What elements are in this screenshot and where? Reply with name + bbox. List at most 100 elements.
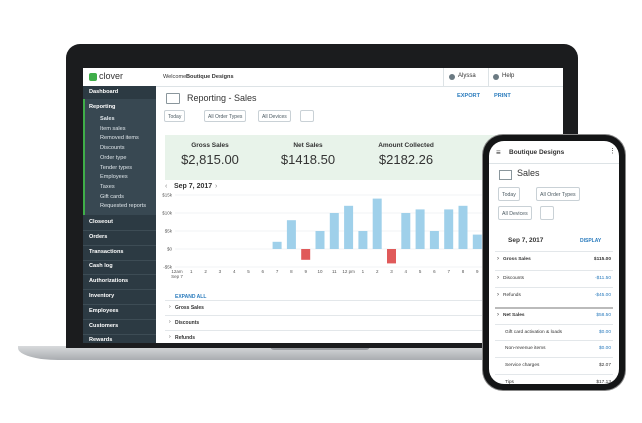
sidebar-item[interactable]: Orders: [89, 233, 108, 240]
sidebar-divider: [83, 289, 156, 291]
bar: [272, 241, 282, 249]
bar: [415, 209, 425, 249]
x-tick-label: 5: [419, 269, 422, 274]
sidebar-item[interactable]: Authorizations: [89, 278, 129, 285]
phone-row-label[interactable]: Refunds: [503, 293, 521, 298]
logo: clover: [99, 71, 124, 81]
sidebar-item[interactable]: Customers: [89, 322, 119, 329]
x-date-label: Sep 7: [171, 274, 183, 279]
sidebar-item[interactable]: Rewards: [89, 337, 113, 343]
phone-row-expand: ›: [497, 256, 499, 262]
row-label[interactable]: Gross Sales: [175, 305, 204, 311]
x-tick-label: 12am: [171, 269, 183, 274]
phone-row-divider: [495, 251, 613, 252]
phone-row-value: -$45.00: [594, 293, 611, 298]
y-tick-label: $0: [167, 247, 173, 252]
filter-button[interactable]: [300, 110, 314, 122]
phone-more[interactable]: ⋮: [609, 148, 616, 155]
sidebar-subitem[interactable]: Discounts: [100, 145, 125, 152]
business-name: Boutique Designs: [186, 74, 234, 80]
x-tick-label: 1: [190, 269, 193, 274]
phone-menu[interactable]: ≡: [496, 148, 501, 157]
sidebar-subitem[interactable]: Requested reports: [100, 203, 147, 210]
phone-filter-devices[interactable]: All Devices: [498, 206, 532, 220]
phone-row-divider: [495, 324, 613, 325]
row-label[interactable]: Refunds: [175, 335, 195, 341]
y-tick-label: -$5k: [163, 265, 173, 270]
phone-filter-order-types[interactable]: All Order Types: [536, 187, 580, 201]
export-button[interactable]: EXPORT: [457, 93, 481, 99]
filter-today[interactable]: Today: [164, 110, 186, 122]
date-prev[interactable]: ‹: [165, 183, 168, 190]
phone-row-divider: [495, 357, 613, 358]
date-next[interactable]: ›: [215, 183, 218, 190]
print-button[interactable]: PRINT: [494, 93, 511, 99]
sidebar-subitem[interactable]: Gift cards: [100, 193, 124, 200]
phone-filter-today[interactable]: Today: [498, 187, 520, 201]
sidebar-subitem[interactable]: Removed items: [100, 135, 139, 142]
sidebar-divider: [83, 333, 156, 335]
phone-row-label[interactable]: Non-revenue items: [505, 346, 546, 351]
x-tick-label: 2: [376, 269, 379, 274]
x-tick-label: 12 pm: [342, 269, 355, 274]
row-label[interactable]: Discounts: [175, 320, 200, 326]
sidebar-subitem[interactable]: Sales: [100, 116, 115, 122]
phone-title: Boutique Designs: [509, 149, 565, 156]
welcome: Welcome: [163, 74, 187, 80]
phone-row-divider: [495, 307, 613, 309]
phone-row-label[interactable]: Gross Sales: [503, 257, 531, 262]
phone-row-divider: [495, 287, 613, 288]
phone-row-label[interactable]: Service charges: [505, 363, 540, 368]
row-expand: ›: [169, 304, 171, 310]
user-menu[interactable]: [443, 68, 489, 86]
phone-row-expand: ›: [497, 292, 499, 298]
phone-row-divider: [495, 270, 613, 271]
x-tick-label: 2: [204, 269, 207, 274]
phone-display[interactable]: DISPLAY: [580, 238, 602, 244]
sidebar-item[interactable]: Transactions: [89, 248, 124, 255]
bar: [472, 234, 482, 249]
sidebar-divider: [83, 244, 156, 246]
phone-row-label[interactable]: Gift card activation & loads: [505, 330, 563, 335]
x-tick-label: 9: [476, 269, 479, 274]
phone-row-label[interactable]: Discounts: [503, 276, 525, 281]
filter-devices[interactable]: All Devices: [258, 110, 291, 122]
sidebar-item[interactable]: Employees: [89, 307, 119, 314]
sidebar-divider: [83, 230, 156, 231]
summary-value: $2182.26: [378, 152, 434, 167]
phone-row-label[interactable]: Net Sales: [503, 313, 525, 318]
row-expand: ›: [169, 319, 171, 325]
filter-order-types[interactable]: All Order Types: [204, 110, 247, 122]
sidebar-subitem[interactable]: Taxes: [100, 183, 115, 190]
summary-value: $1418.50: [280, 152, 336, 167]
sidebar-item[interactable]: Cash log: [89, 263, 113, 270]
phone-row-value: -$11.50: [595, 276, 611, 281]
sidebar-item[interactable]: Inventory: [89, 293, 115, 299]
bar: [372, 198, 382, 249]
page-title: Reporting - Sales: [187, 93, 257, 103]
help[interactable]: Help: [502, 73, 515, 79]
bar: [458, 205, 468, 249]
row-divider: [165, 315, 563, 316]
phone-filter-button[interactable]: [540, 206, 554, 220]
sidebar-divider: [83, 259, 156, 261]
x-tick-label: 8: [290, 269, 293, 274]
expand-all[interactable]: EXPAND ALL: [175, 294, 207, 300]
phone-report-icon: [499, 170, 512, 180]
summary-label: Gross Sales: [191, 142, 229, 149]
sidebar-item[interactable]: Closeout: [89, 219, 113, 225]
sidebar-item[interactable]: Reporting: [89, 104, 116, 110]
summary-label: Amount Collected: [378, 142, 434, 149]
bar: [387, 249, 396, 264]
date-nav[interactable]: Sep 7, 2017: [174, 183, 213, 190]
sidebar-subitem[interactable]: Employees: [100, 174, 128, 181]
phone-row-value: $0.00: [598, 330, 611, 335]
sidebar-subitem[interactable]: Order type: [100, 154, 127, 161]
phone-date[interactable]: Sep 7, 2017: [508, 237, 544, 244]
y-tick-label: $5k: [165, 229, 173, 234]
x-tick-label: 4: [233, 269, 236, 274]
sidebar-item[interactable]: Dashboard: [89, 89, 119, 95]
phone-row-label[interactable]: Tips: [505, 380, 514, 384]
sidebar-subitem[interactable]: Item sales: [100, 125, 126, 132]
sidebar-subitem[interactable]: Tender types: [100, 164, 133, 171]
